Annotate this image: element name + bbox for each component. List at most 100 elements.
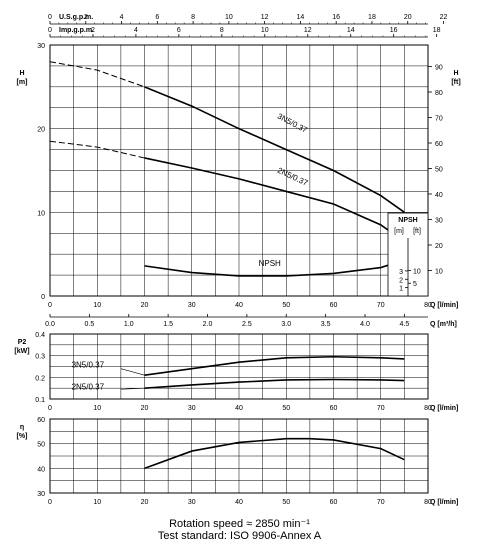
top-axis-impgpm-label: Imp.g.p.m. [59, 27, 94, 34]
head-right-tick-label: 20 [435, 243, 443, 250]
efficiency-x-tick-label: 10 [93, 499, 101, 506]
head-y-axis-unit: [m] [17, 79, 28, 86]
power-x-tick-label: 40 [235, 405, 243, 412]
efficiency-x-tick-label: 50 [282, 499, 290, 506]
efficiency-y-tick-label: 40 [37, 466, 45, 473]
top-axis-usgpm-tick-label: 4 [120, 14, 124, 21]
head-y-tick-label: 20 [37, 127, 45, 134]
efficiency-x-tick-label: 80 [424, 499, 432, 506]
efficiency-x-tick-label: 20 [141, 499, 149, 506]
top-axis-usgpm-tick-label: 20 [404, 14, 412, 21]
top-axis-impgpm-tick-label: 4 [134, 27, 138, 34]
npsh-inset-right-label: [ft] [413, 228, 421, 235]
power-label-leader-2N5 [120, 387, 145, 390]
efficiency-y-tick-label: 30 [37, 491, 45, 498]
npsh-inset-right-tick-label: 5 [413, 281, 417, 288]
series-2N5/0.37-extrapolated-line [49, 140, 145, 159]
head-y-axis-label: H [19, 70, 24, 77]
power-label-leader-3N5 [120, 368, 145, 376]
power-series-line [144, 378, 405, 389]
head-y-tick-label: 10 [37, 210, 45, 217]
curve-label-power-3N5: 3N5/0.37 [72, 361, 105, 370]
head-x-tick-label: 20 [141, 302, 149, 309]
bottom-axis-m3h-tick-label: 1.0 [124, 321, 134, 328]
power-y-tick-label: 0.3 [35, 354, 45, 361]
npsh-inset-title: NPSH [398, 217, 417, 224]
head-x-tick-label: 50 [282, 302, 290, 309]
series-2N5/0.37-line [144, 157, 405, 243]
efficiency-x-tick-label: 40 [235, 499, 243, 506]
efficiency-y-axis-unit: [%] [17, 433, 28, 440]
top-axis-usgpm-tick-label: 0 [48, 14, 52, 21]
head-y-tick-label: 30 [37, 43, 45, 50]
top-axis-usgpm-label: U.S.g.p.m. [59, 14, 93, 21]
top-axis-impgpm-tick-label: 0 [48, 27, 52, 34]
head-right-tick-label: 60 [435, 141, 443, 148]
efficiency-x-axis-label: Q [l/min] [430, 499, 458, 506]
top-axis-impgpm-tick-label: 16 [390, 27, 398, 34]
head-x-tick-label: 80 [424, 302, 432, 309]
power-x-tick-label: 0 [48, 405, 52, 412]
head-x-tick-label: 10 [93, 302, 101, 309]
npsh-inset-left-tick-label: 1 [399, 286, 403, 293]
curve-label-2N5: 2N5/0.37 [276, 166, 310, 188]
npsh-inset-right-tick-label: 10 [413, 268, 421, 275]
head-x-tick-label: 70 [377, 302, 385, 309]
head-x-tick-label: 30 [188, 302, 196, 309]
efficiency-series-line [144, 437, 405, 470]
top-axis-usgpm-tick-label: 8 [191, 14, 195, 21]
power-x-tick-label: 70 [377, 405, 385, 412]
head-right-tick-label: 90 [435, 64, 443, 71]
head-y-tick-label: 0 [41, 294, 45, 301]
curve-label-3N5: 3N5/0.37 [276, 112, 309, 135]
top-axis-impgpm-tick-label: 6 [177, 27, 181, 34]
curve-label-npsh: NPSH [259, 259, 281, 268]
top-axis-usgpm-tick-label: 6 [155, 14, 159, 21]
series-3N5/0.37-line [144, 86, 405, 213]
power-x-tick-label: 30 [188, 405, 196, 412]
footer-rotation-speed: Rotation speed ≈ 2850 min⁻¹ [169, 518, 310, 530]
bottom-axis-m3h-tick-label: 2.0 [203, 321, 213, 328]
bottom-axis-m3h-tick-label: 3.0 [281, 321, 291, 328]
power-y-tick-label: 0.4 [35, 332, 45, 339]
top-axis-usgpm-tick-label: 14 [297, 14, 305, 21]
bottom-axis-m3h-tick-label: 4.5 [400, 321, 410, 328]
power-y-axis-unit: [kW] [14, 348, 29, 355]
head-x-axis-label: Q [l/min] [430, 302, 458, 309]
power-x-axis-label: Q [l/min] [430, 405, 458, 412]
top-axis-impgpm-tick-label: 10 [261, 27, 269, 34]
power-y-tick-label: 0.1 [35, 397, 45, 404]
bottom-axis-m3h-tick-label: 1.5 [163, 321, 173, 328]
efficiency-x-tick-label: 30 [188, 499, 196, 506]
top-axis-usgpm-tick-label: 16 [332, 14, 340, 21]
head-right-axis-label: H [453, 70, 458, 77]
power-x-tick-label: 50 [282, 405, 290, 412]
power-x-tick-label: 80 [424, 405, 432, 412]
bottom-axis-m3h-tick-label: 2.5 [242, 321, 252, 328]
head-right-tick-label: 10 [435, 268, 443, 275]
head-x-tick-label: 0 [48, 302, 52, 309]
npsh-inset-left-label: [m] [394, 228, 404, 235]
efficiency-y-axis-label: η [20, 424, 24, 431]
efficiency-y-tick-label: 50 [37, 442, 45, 449]
head-right-tick-label: 80 [435, 90, 443, 97]
efficiency-x-tick-label: 70 [377, 499, 385, 506]
head-right-tick-label: 30 [435, 217, 443, 224]
head-right-tick-label: 40 [435, 192, 443, 199]
efficiency-y-tick-label: 60 [37, 417, 45, 424]
head-right-tick-label: 70 [435, 115, 443, 122]
efficiency-x-tick-label: 60 [330, 499, 338, 506]
head-series-line [144, 259, 405, 277]
power-series-line [144, 355, 405, 376]
bottom-axis-m3h-label: Q [m³/h] [430, 321, 457, 328]
head-x-tick-label: 60 [330, 302, 338, 309]
top-axis-usgpm-tick-label: 2 [84, 14, 88, 21]
top-axis-usgpm-tick-label: 18 [368, 14, 376, 21]
series-3N5/0.37-extrapolated-line [49, 61, 145, 88]
power-y-tick-label: 0.2 [35, 375, 45, 382]
curve-label-power-2N5: 2N5/0.37 [72, 382, 105, 391]
top-axis-impgpm-tick-label: 12 [304, 27, 312, 34]
bottom-axis-m3h-tick-label: 0.5 [85, 321, 95, 328]
bottom-axis-m3h-tick-label: 0.0 [45, 321, 55, 328]
head-x-tick-label: 40 [235, 302, 243, 309]
